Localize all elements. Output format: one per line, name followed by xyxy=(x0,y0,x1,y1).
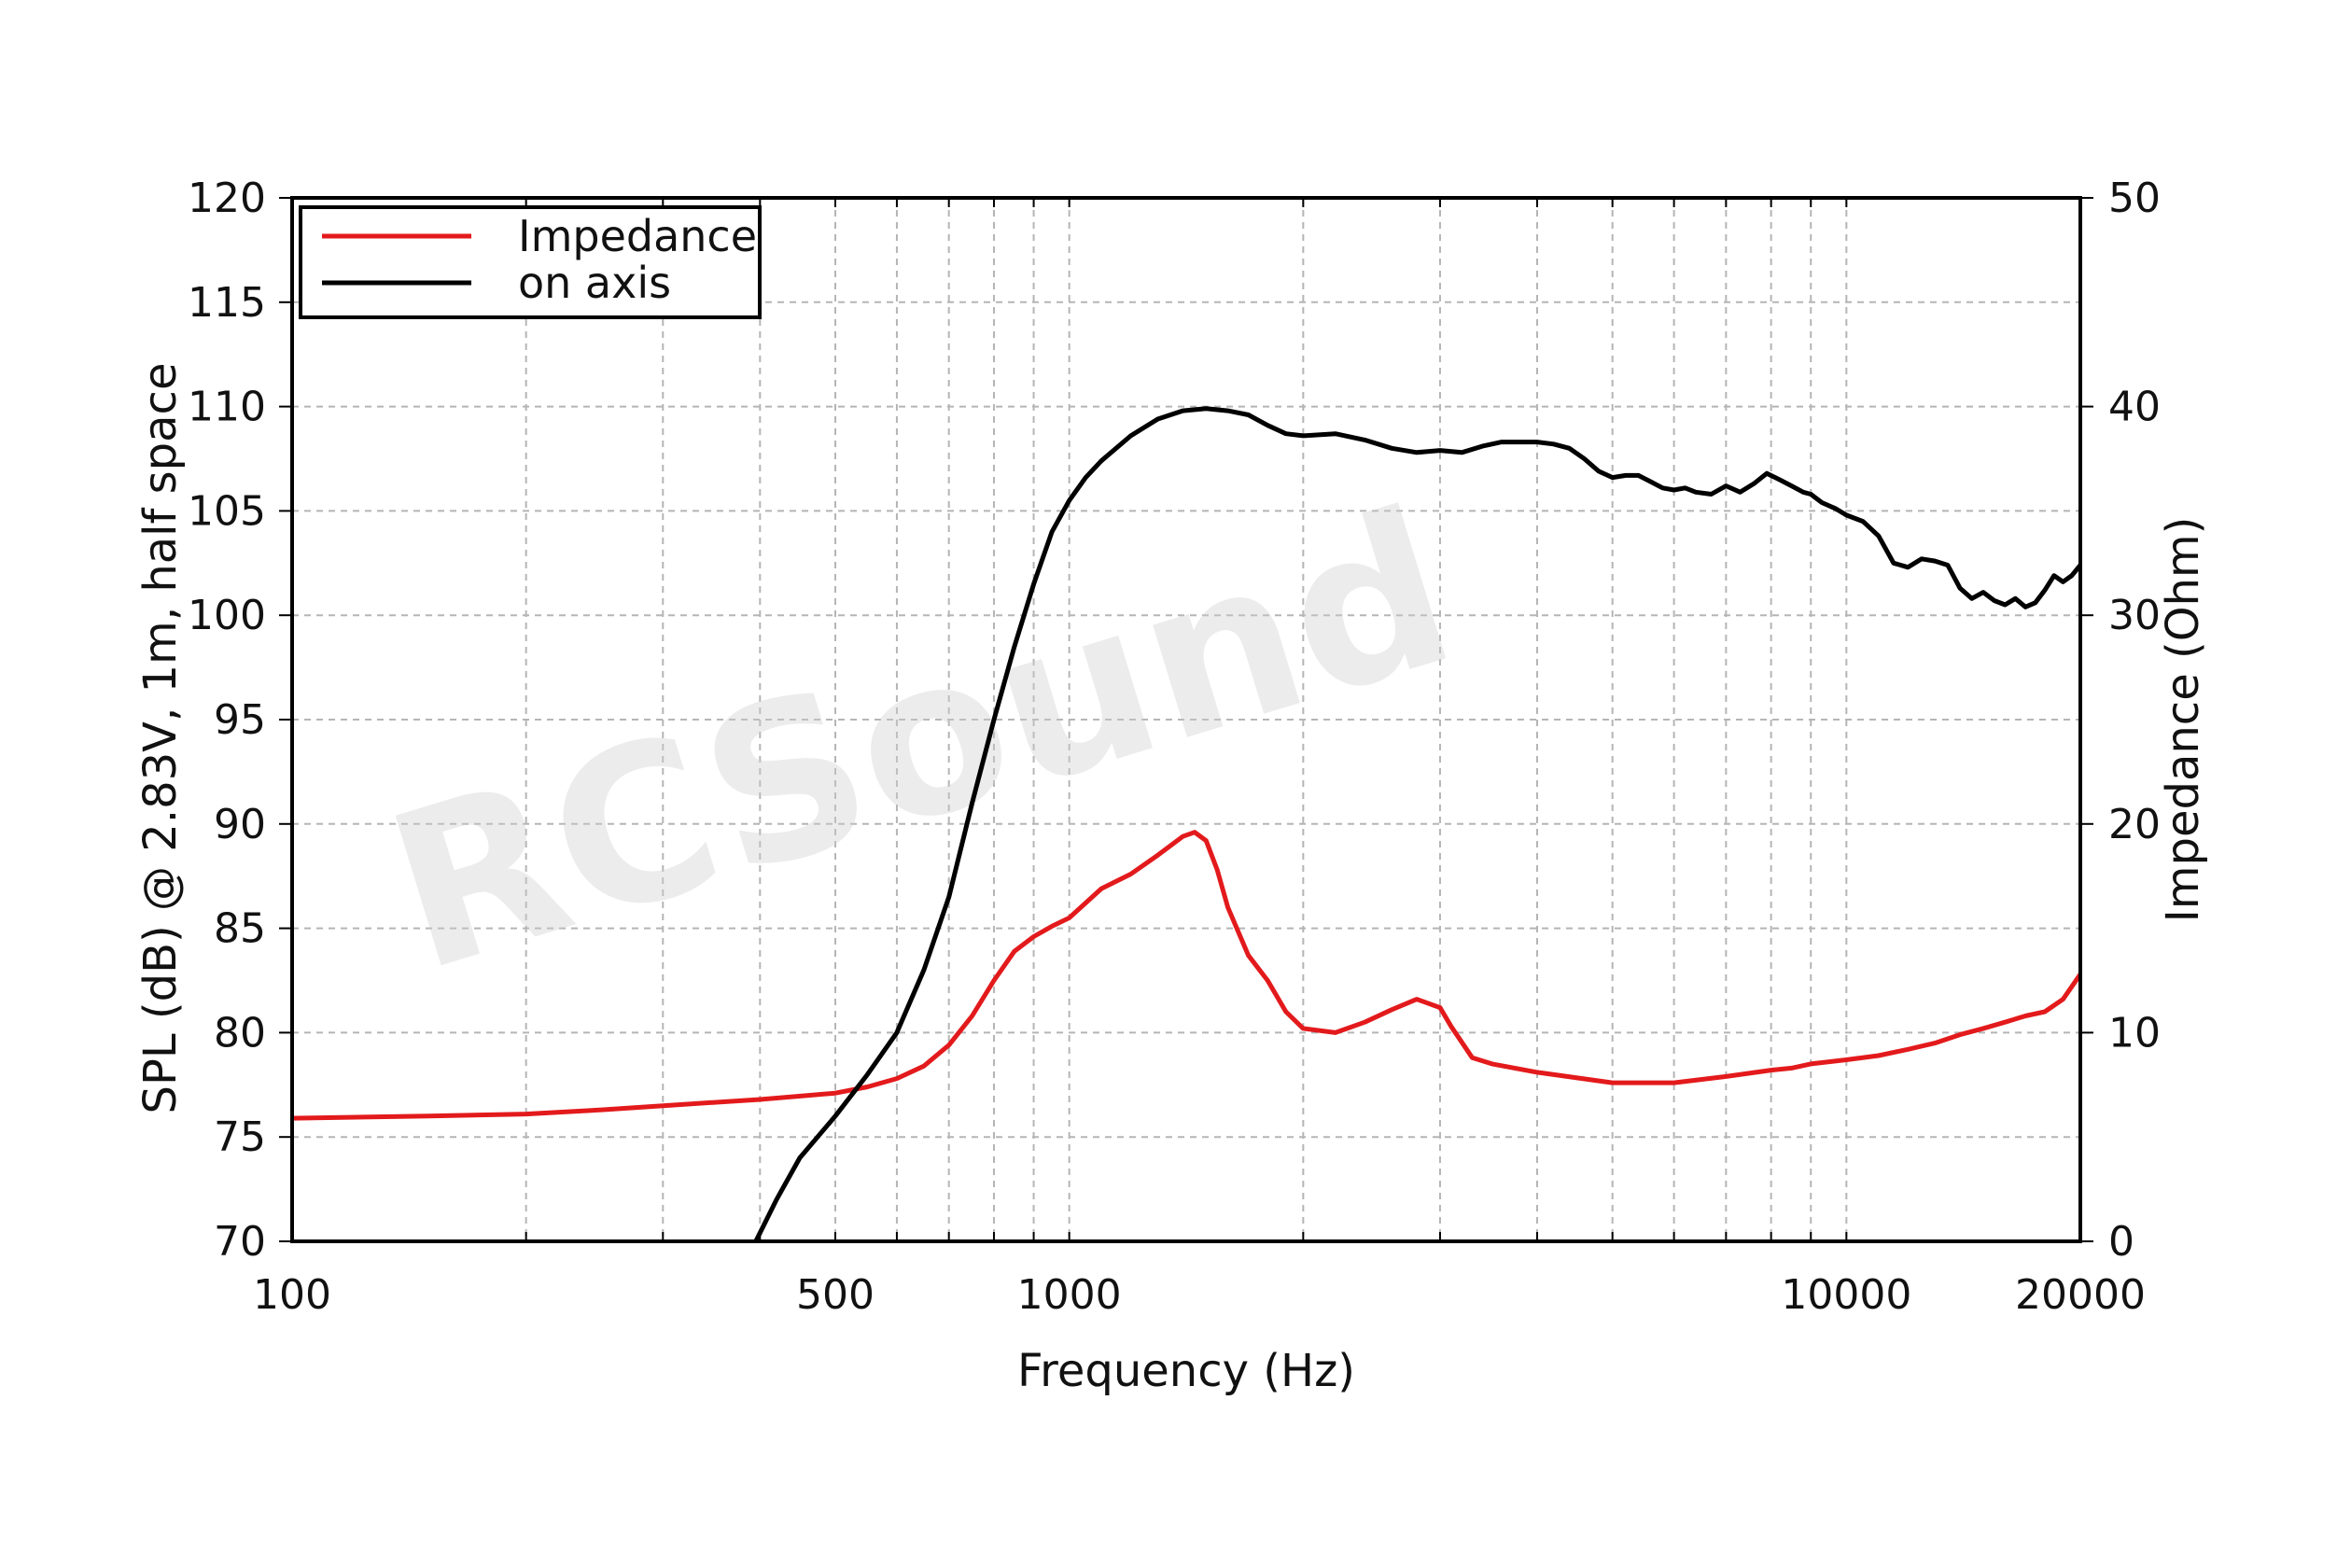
series-layer xyxy=(292,406,2080,1241)
legend: Impedance on axis xyxy=(299,205,762,319)
x-tick-label: 100 xyxy=(253,1271,331,1319)
y2-tick-label: 50 xyxy=(2108,175,2161,222)
y2-tick-label: 40 xyxy=(2108,384,2161,431)
y-tick-label: 120 xyxy=(188,175,266,222)
y-tick-label: 90 xyxy=(214,801,266,848)
x-tick-label: 10000 xyxy=(1781,1271,1911,1319)
y2-tick-label: 20 xyxy=(2108,801,2161,848)
y-tick-label: 100 xyxy=(188,592,266,639)
x-tick-label: 500 xyxy=(796,1271,875,1319)
y-tick-label: 95 xyxy=(214,696,266,744)
y-axis-title: SPL (dB) @ 2.83V, 1m, half space xyxy=(134,363,187,1114)
y-tick-label: 85 xyxy=(214,905,266,953)
y2-axis-title: Impedance (Ohm) xyxy=(2157,517,2209,923)
y-tick-label: 70 xyxy=(214,1218,266,1266)
y-tick-label: 115 xyxy=(188,279,266,327)
impedance-line xyxy=(292,830,2080,1121)
legend-label-on-axis: on axis xyxy=(518,258,671,308)
y-tick-label: 80 xyxy=(214,1009,266,1057)
on-axis-line xyxy=(753,406,2080,1241)
grid xyxy=(291,197,2081,1242)
x-tick-label: 20000 xyxy=(2015,1271,2146,1319)
x-axis-title: Frequency (Hz) xyxy=(1017,1345,1355,1397)
y-tick-label: 75 xyxy=(214,1113,266,1161)
y-tick-label: 105 xyxy=(188,487,266,535)
axis-ticks: 100 500 1000 10000 2000070758085909510010511… xyxy=(188,175,2161,1319)
y-tick-label: 110 xyxy=(188,384,266,431)
legend-box xyxy=(299,205,762,319)
legend-label-impedance: Impedance xyxy=(518,211,757,261)
y2-tick-label: 10 xyxy=(2108,1009,2161,1057)
y2-tick-label: 0 xyxy=(2108,1218,2134,1266)
y2-tick-label: 30 xyxy=(2108,592,2161,639)
x-tick-label: 1000 xyxy=(1017,1271,1122,1319)
